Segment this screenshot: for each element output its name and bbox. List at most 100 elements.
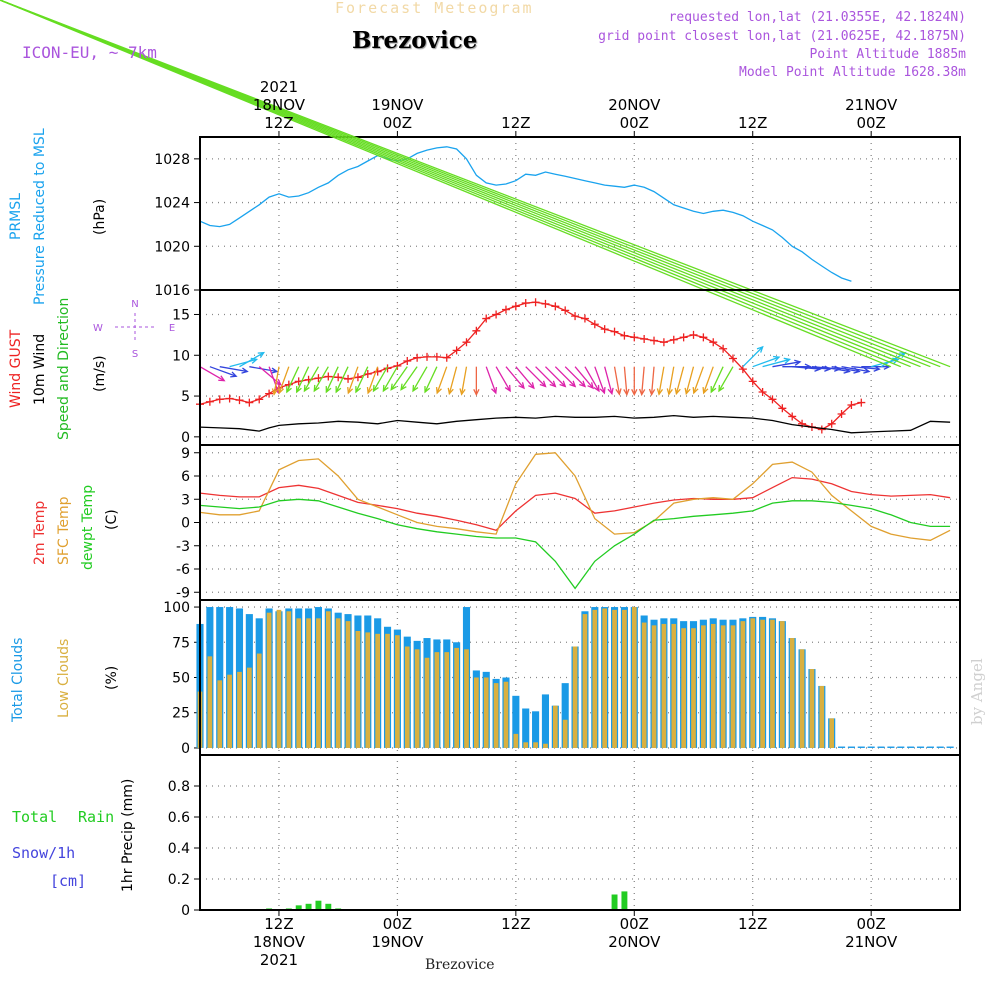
low-cloud-bar (434, 652, 440, 748)
gust-marker (334, 373, 343, 382)
wind-arrow (762, 357, 792, 368)
wind-arrow-shaft (424, 366, 438, 393)
total-cloud-bar (512, 695, 520, 748)
precip-rain-label: Rain (78, 808, 115, 826)
low-cloud-bar (789, 638, 795, 748)
wind-arrow-head (518, 382, 525, 390)
wind-arrow-shaft (199, 366, 225, 382)
y-tick-label: 1024 (154, 196, 190, 212)
wind-arrow-shaft (525, 366, 546, 387)
wind-arrow-shaft (604, 366, 613, 394)
wind-arrow-shaft (851, 366, 880, 370)
wind-arrow-head (569, 380, 577, 388)
low-cloud-bar (296, 618, 302, 748)
x-year-label-bottom: 2021 (260, 951, 298, 969)
low-cloud-bar (375, 633, 381, 748)
x-hour-label-bottom: 12Z (264, 915, 293, 933)
compass-e: E (169, 323, 175, 334)
gust-marker (630, 333, 639, 342)
low-cloud-bar (779, 621, 785, 748)
wind-arrow-shaft (802, 366, 831, 370)
low-cloud-bar (286, 611, 292, 748)
panel-clouds (194, 599, 961, 756)
wind-arrow-head (325, 386, 332, 394)
gust-marker (472, 326, 481, 335)
gust-marker (225, 394, 234, 403)
wind-arrow-head (773, 355, 781, 362)
wind-arrow-shaft (831, 366, 860, 373)
wind-arrow-head (756, 345, 764, 353)
temp-dewpt-label: dewpt Temp (80, 484, 96, 570)
y-tick-label: 15 (172, 307, 190, 323)
total-cloud-bar (522, 708, 530, 748)
pressure-label-prmsl: PRMSL (8, 193, 24, 240)
gust-marker (235, 396, 244, 405)
low-cloud-bar (237, 671, 242, 748)
gust-marker (719, 344, 728, 353)
wind-arrow-head (241, 367, 249, 374)
wind-arrow (631, 366, 638, 397)
wind-arrow-head (539, 380, 547, 388)
wind-arrow-head (638, 388, 646, 397)
panel-frame-precip (199, 754, 961, 911)
wind-arrow-head (579, 380, 587, 388)
wind-arrow-head (599, 386, 606, 395)
wind-arrow (638, 366, 646, 397)
wind-arrow-shaft (219, 366, 248, 373)
low-cloud-bar (217, 680, 223, 748)
gust-marker (699, 333, 708, 342)
wind-arrow-shaft (594, 366, 605, 394)
wind-arrow-shaft (718, 366, 734, 392)
wind-arrow-head (230, 371, 238, 378)
low-cloud-bar (622, 609, 627, 748)
wind-arrow-head (528, 382, 535, 390)
wind-arrow-shaft (335, 366, 349, 393)
wind-arrow-head (303, 384, 310, 393)
low-cloud-bar (770, 619, 775, 748)
rain-bar (315, 900, 322, 910)
wind-arrow-head (549, 380, 557, 388)
precip-cm-label: [cm] (50, 872, 87, 890)
y-tick-label: 1028 (154, 152, 190, 168)
low-cloud-bar (365, 632, 371, 748)
rain-bar (325, 903, 332, 910)
y-tick-label: 3 (181, 492, 190, 508)
x-date-label-top: 21NOV (845, 96, 898, 114)
wind-arrow-head (278, 386, 285, 395)
gust-marker (857, 398, 866, 407)
y-tick-label: 5 (181, 389, 190, 405)
y-tick-label: 100 (163, 600, 190, 616)
wind-arrow-shaft (268, 366, 280, 394)
low-cloud-bar (464, 649, 469, 748)
gust-marker (423, 352, 432, 361)
gust-marker (827, 419, 836, 428)
series-line-2m-temp (199, 476, 951, 532)
wind-arrow (613, 366, 622, 396)
gust-marker (413, 353, 422, 362)
low-cloud-bar (207, 656, 213, 748)
series-line-sfc-temp (199, 452, 951, 541)
wind-arrow (412, 366, 428, 393)
low-cloud-bar (414, 649, 420, 748)
wind-arrow-shaft (841, 366, 870, 373)
low-cloud-bar (306, 618, 311, 748)
wind-arrow (752, 355, 781, 368)
x-date-label-top: 19NOV (371, 96, 424, 114)
wind-arrow-head (666, 388, 673, 396)
low-cloud-bar (819, 685, 825, 748)
y-tick-label: 6 (181, 469, 190, 485)
gust-marker (728, 354, 737, 363)
x-hour-label-top: 00Z (383, 114, 412, 132)
wind-arrow-head (412, 384, 419, 393)
wind-arrow (485, 366, 498, 395)
y-tick-label: -6 (176, 562, 190, 578)
wind-arrow (435, 366, 448, 395)
wind-arrow-head (473, 388, 480, 397)
low-cloud-bar (513, 733, 519, 748)
wind-arrow-head (656, 388, 664, 396)
gust-marker (837, 410, 846, 418)
low-cloud-bar (266, 612, 272, 748)
low-cloud-bar (424, 657, 430, 748)
y-tick-label: 0.2 (168, 872, 190, 888)
total-cloud-bar (838, 746, 846, 748)
